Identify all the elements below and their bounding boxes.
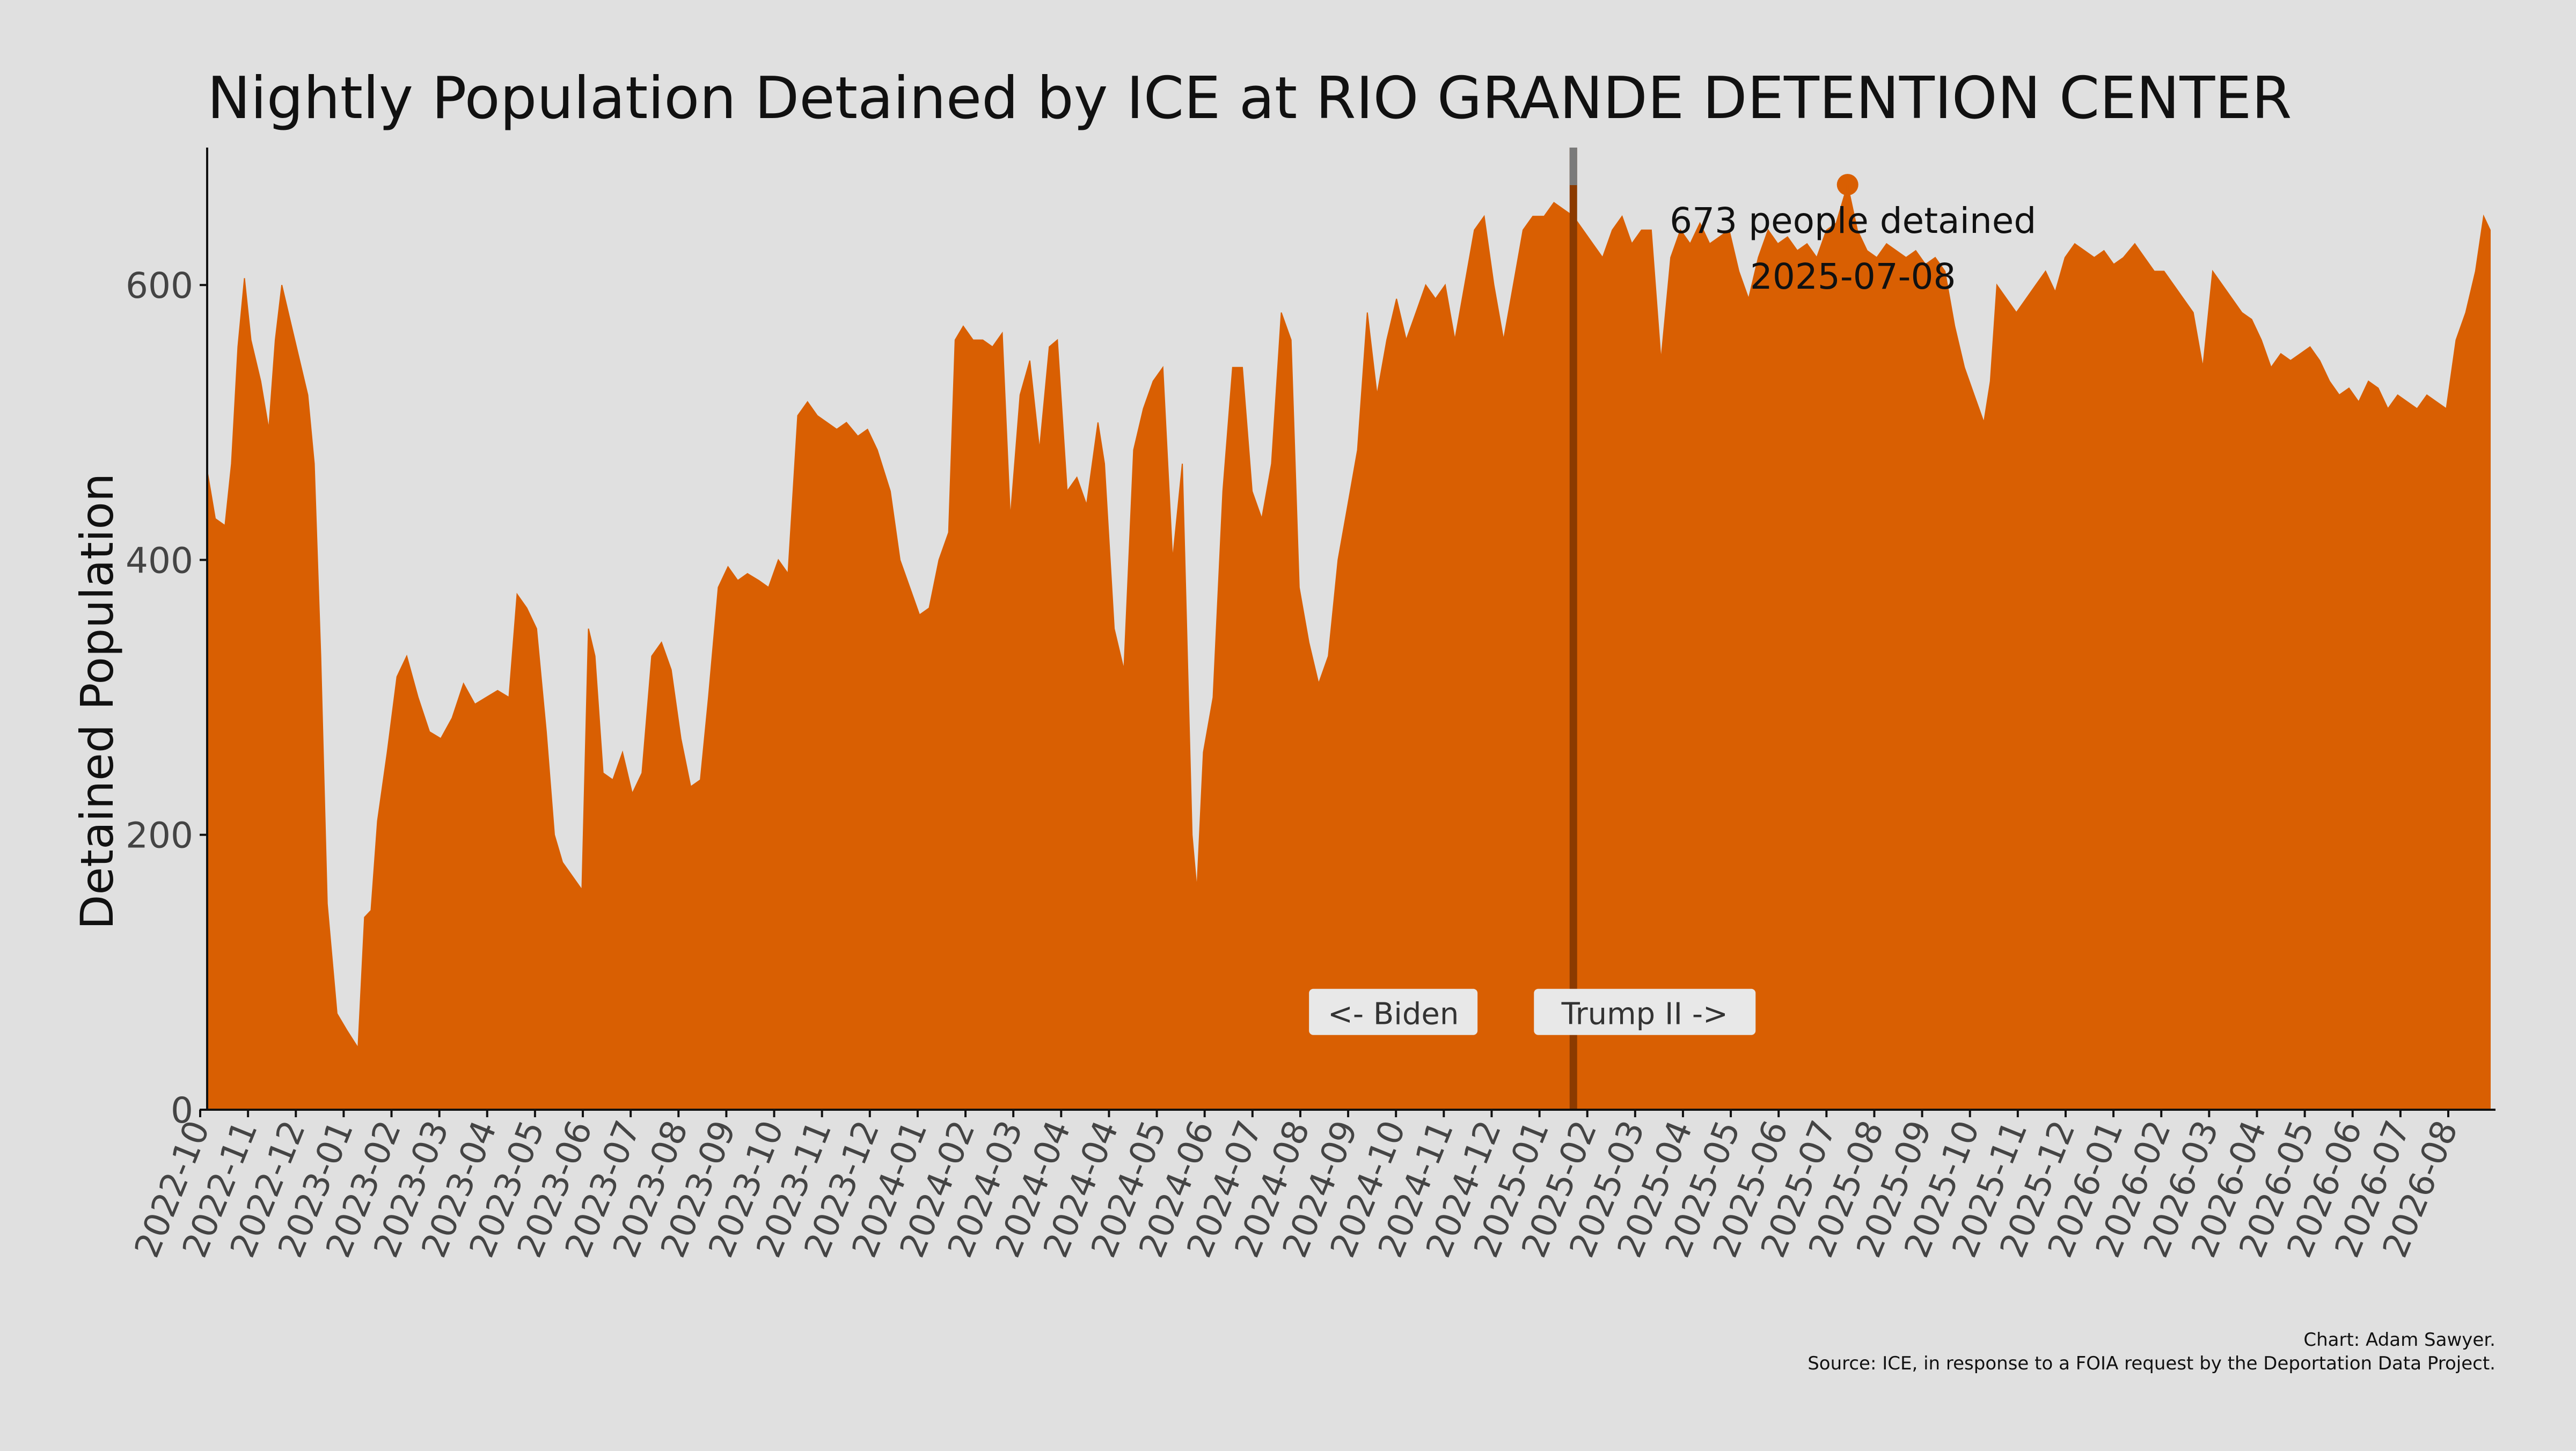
period-label-0: <- Biden (1328, 997, 1459, 1032)
axes-layer: 02004006002022-102022-112022-122023-0120… (126, 148, 2496, 1263)
credit-line-1: Chart: Adam Sawyer. (2303, 1329, 2496, 1351)
series-area-0 (207, 184, 2491, 1110)
period-label-box-1 (1534, 988, 1756, 1035)
chart-title: Nightly Population Detained by ICE at RI… (207, 65, 2292, 132)
y-tick-label: 200 (126, 815, 193, 856)
y-tick-label: 600 (126, 265, 193, 306)
peak-annotation-date: 2025-07-08 (1750, 256, 1956, 297)
period-label-1: Trump II -> (1561, 997, 1728, 1032)
period-label-box-0 (1309, 988, 1478, 1035)
peak-annotation-count: 673 people detained (1670, 200, 2036, 241)
y-tick-label: 0 (171, 1090, 193, 1131)
y-axis-label: Detained Population (71, 473, 123, 929)
y-tick-label: 400 (126, 540, 193, 581)
label-layer: <- Biden Trump II -> 673 people detained 20… (1309, 174, 2036, 1035)
credit-line-2: Source: ICE, in response to a FOIA reque… (1807, 1353, 2496, 1374)
area-layer (207, 184, 2491, 1110)
